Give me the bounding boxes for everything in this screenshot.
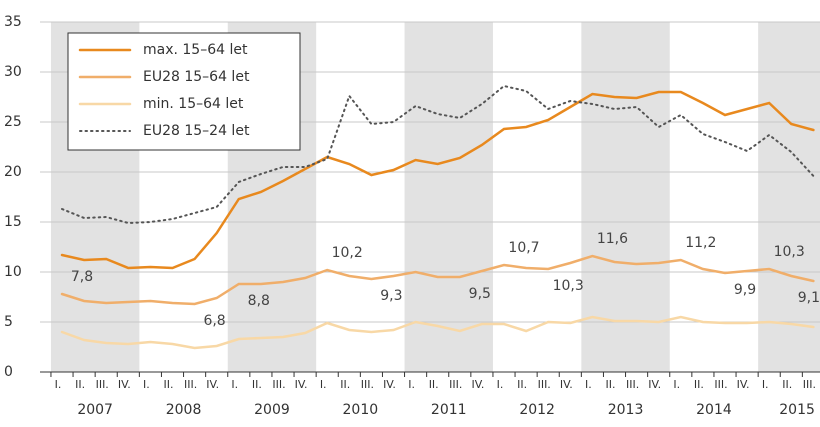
x-tick-label: I. — [55, 378, 62, 391]
x-tick-label: I. — [143, 378, 150, 391]
y-tick-label: 0 — [4, 364, 13, 380]
x-tick-label: II. — [75, 378, 85, 391]
x-tick-label: IV. — [560, 378, 573, 391]
x-tick-label: III. — [184, 378, 197, 391]
x-tick-label: II. — [517, 378, 527, 391]
year-label: 2013 — [608, 402, 644, 418]
x-tick-label: IV. — [737, 378, 750, 391]
x-tick-label: III. — [96, 378, 109, 391]
data-label: 7,8 — [71, 269, 93, 285]
x-tick-label: III. — [626, 378, 639, 391]
year-label: 2010 — [343, 402, 379, 418]
x-tick-label: III. — [449, 378, 462, 391]
series-line — [60, 90, 815, 270]
x-tick-label: II. — [606, 378, 616, 391]
series-line — [61, 84, 815, 225]
data-label: 9,5 — [469, 286, 491, 302]
y-tick-label: 35 — [4, 14, 22, 30]
x-tick-label: IV. — [118, 378, 131, 391]
year-label: 2007 — [77, 402, 113, 418]
x-tick-label: II. — [340, 378, 350, 391]
y-tick-label: 20 — [4, 164, 22, 180]
x-tick-label: IV. — [206, 378, 219, 391]
x-tick-label: I. — [408, 378, 415, 391]
data-label: 10,3 — [553, 278, 584, 294]
x-tick-label: III. — [272, 378, 285, 391]
x-tick-label: I. — [673, 378, 680, 391]
legend-label: EU28 15–64 let — [143, 69, 250, 85]
data-label: 11,6 — [597, 231, 628, 247]
x-tick-label: IV. — [471, 378, 484, 391]
series-line — [60, 315, 815, 350]
x-tick-label: II. — [252, 378, 262, 391]
x-tick-label: II. — [694, 378, 704, 391]
data-label: 9,1 — [798, 290, 820, 306]
x-tick-label: I. — [231, 378, 238, 391]
x-tick-label: I. — [585, 378, 592, 391]
year-label: 2012 — [519, 402, 555, 418]
x-tick-label: IV. — [295, 378, 308, 391]
year-label: 2015 — [779, 402, 815, 418]
x-tick-label: III. — [714, 378, 727, 391]
data-label: 10,2 — [332, 245, 363, 261]
y-tick-label: 25 — [4, 114, 22, 130]
x-tick-label: III. — [361, 378, 374, 391]
y-tick-label: 5 — [4, 314, 13, 330]
x-tick-label: III. — [538, 378, 551, 391]
y-tick-label: 30 — [4, 64, 22, 80]
data-label: 9,3 — [380, 288, 402, 304]
x-tick-label: II. — [782, 378, 792, 391]
x-tick-label: IV. — [383, 378, 396, 391]
legend-label: max. 15–64 let — [143, 42, 248, 58]
data-label: 10,3 — [774, 244, 805, 260]
x-tick-label: III. — [803, 378, 816, 391]
series-line — [60, 254, 815, 306]
year-label: 2009 — [254, 402, 290, 418]
data-label: 10,7 — [508, 240, 539, 256]
year-band — [758, 22, 820, 372]
x-tick-label: I. — [762, 378, 769, 391]
data-label: 8,8 — [248, 293, 270, 309]
data-label: 9,9 — [734, 282, 756, 298]
x-tick-label: II. — [429, 378, 439, 391]
y-tick-label: 10 — [4, 264, 22, 280]
year-band — [581, 22, 670, 372]
x-tick-label: IV. — [648, 378, 661, 391]
data-label: 11,2 — [685, 235, 716, 251]
x-tick-label: I. — [497, 378, 504, 391]
data-label: 6,8 — [203, 313, 225, 329]
year-label: 2014 — [696, 402, 732, 418]
year-label: 2011 — [431, 402, 467, 418]
year-band — [404, 22, 493, 372]
year-label: 2008 — [166, 402, 202, 418]
legend-label: EU28 15–24 let — [143, 123, 250, 139]
y-tick-label: 15 — [4, 214, 22, 230]
x-tick-label: I. — [320, 378, 327, 391]
legend-label: min. 15–64 let — [143, 96, 244, 112]
x-tick-label: II. — [164, 378, 174, 391]
